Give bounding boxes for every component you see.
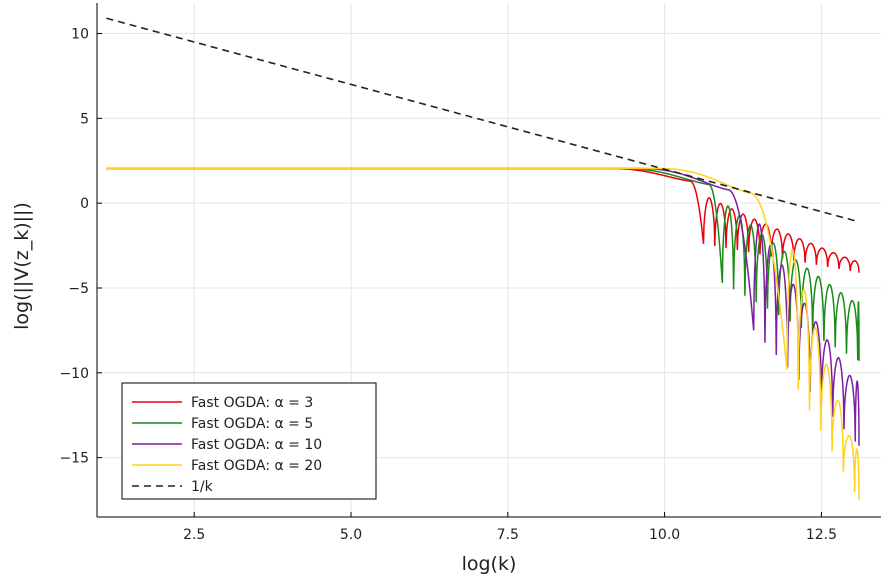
- x-tick-label: 7.5: [497, 527, 519, 543]
- y-tick-label: −15: [59, 451, 89, 467]
- y-tick-label: −5: [68, 281, 89, 297]
- y-tick-label: −10: [59, 366, 89, 382]
- series-line-2: [106, 167, 860, 361]
- tick-labels: 2.5 5.0 7.5 10.0 12.5 10 5 0 −5 −10 −15: [59, 27, 837, 543]
- y-tick-label: 10: [71, 27, 89, 43]
- y-axis-label: log(||V(z_k)||): [11, 202, 33, 330]
- legend-label: 1/k: [191, 479, 214, 495]
- x-tick-label: 12.5: [806, 527, 837, 543]
- legend-label: Fast OGDA: α = 20: [191, 458, 322, 474]
- x-axis-label: log(k): [462, 553, 517, 575]
- series-line-4: [106, 167, 860, 501]
- x-tick-label: 2.5: [183, 527, 205, 543]
- x-tick-label: 10.0: [649, 527, 680, 543]
- legend-label: Fast OGDA: α = 3: [191, 395, 313, 411]
- y-tick-label: 5: [80, 111, 89, 127]
- legend: Fast OGDA: α = 3 Fast OGDA: α = 5 Fast OGD…: [121, 382, 377, 500]
- y-tick-label: 0: [80, 196, 89, 212]
- series-layer: [106, 17, 860, 501]
- legend-label: Fast OGDA: α = 10: [191, 437, 322, 453]
- series-line-1-over-k: [106, 17, 860, 223]
- legend-label: Fast OGDA: α = 5: [191, 416, 313, 432]
- axes: [96, 3, 881, 518]
- x-tick-label: 5.0: [340, 527, 362, 543]
